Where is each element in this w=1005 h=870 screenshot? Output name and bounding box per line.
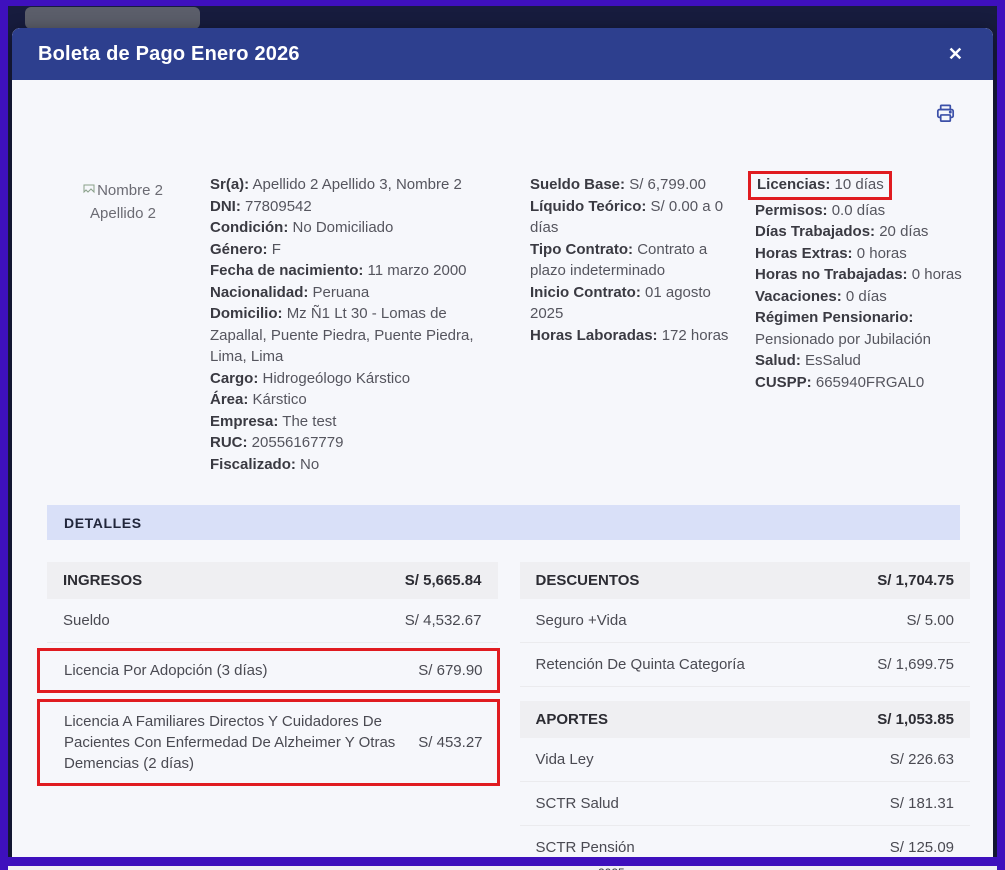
descuentos-total: S/ 1,704.75: [877, 572, 954, 589]
info-line: Condición: No Domiciliado: [210, 219, 394, 236]
table-row: SCTR Pensión S/ 125.09: [519, 826, 970, 870]
broken-image-icon: [83, 181, 95, 203]
info-line: Días Trabajados: 20 días: [755, 223, 929, 240]
window-border-top: [0, 0, 1005, 6]
right-tables-column: DESCUENTOS S/ 1,704.75 Seguro +Vida S/ 5…: [519, 562, 970, 870]
aportes-total: S/ 1,053.85: [877, 711, 954, 728]
print-icon[interactable]: [934, 102, 957, 128]
info-line: Domicilio: Mz Ñ1 Lt 30 - Lomas de Zapall…: [210, 305, 474, 365]
info-line: Tipo Contrato: Contrato a plazo indeterm…: [530, 240, 708, 280]
info-line: Horas Laboradas: 172 horas: [530, 326, 729, 344]
modal-title: Boleta de Pago Enero 2026: [38, 42, 300, 65]
payslip-modal: Boleta de Pago Enero 2026 ✕ Nombre 2 Ape…: [12, 28, 993, 870]
table-row-highlighted: Licencia A Familiares Directos Y Cuidado…: [37, 699, 500, 786]
descuentos-title: DESCUENTOS: [535, 572, 640, 589]
table-row: Vida Ley S/ 226.63: [519, 738, 970, 782]
window-border-left: [0, 0, 8, 870]
background-page-button: [25, 7, 200, 29]
info-line: Fiscalizado: No: [210, 455, 320, 473]
ingresos-title: INGRESOS: [63, 572, 143, 589]
info-line: RUC: 20556167779: [210, 434, 344, 451]
info-line: Líquido Teórico: S/ 0.00 a 0 días: [530, 197, 724, 237]
table-row: SCTR Salud S/ 181.31: [519, 782, 970, 826]
aportes-header-row: APORTES S/ 1,053.85: [519, 701, 970, 738]
contract-info-column: Sueldo Base: S/ 6,799.00 Líquido Teórico…: [530, 174, 730, 475]
table-row: Seguro +Vida S/ 5.00: [519, 599, 970, 643]
ingresos-table: INGRESOS S/ 5,665.84 Sueldo S/ 4,532.67 …: [37, 562, 500, 792]
close-icon[interactable]: ✕: [947, 44, 963, 64]
toolbar: [12, 80, 993, 128]
aportes-title: APORTES: [535, 711, 609, 728]
info-line: DNI: 77809542: [210, 197, 312, 215]
red-highlight-box: Licencias: 10 días: [748, 171, 892, 200]
background-year-text: 2025: [598, 866, 625, 870]
info-line: Salud: EsSalud: [755, 352, 861, 369]
info-line: Género: F: [210, 240, 281, 258]
info-line: Cargo: Hidrogeólogo Kárstico: [210, 369, 411, 387]
info-line: Área: Kárstico: [210, 391, 307, 408]
info-line: Empresa: The test: [210, 412, 337, 430]
modal-header: Boleta de Pago Enero 2026 ✕: [12, 28, 993, 80]
table-row: Retención De Quinta Categoría S/ 1,699.7…: [519, 643, 970, 687]
ingresos-total: S/ 5,665.84: [404, 572, 482, 589]
descuentos-table: DESCUENTOS S/ 1,704.75 Seguro +Vida S/ 5…: [519, 562, 970, 687]
background-page-sliver: 2025: [8, 866, 997, 870]
attendance-info-column: Licencias: 10 días Permisos: 0.0 días Dí…: [748, 171, 973, 475]
info-line: Vacaciones: 0 días: [755, 287, 887, 305]
photo-alt-line1: Nombre 2: [48, 180, 198, 203]
info-line: Fecha de nacimiento: 11 marzo 2000: [210, 262, 467, 279]
info-line: Nacionalidad: Peruana: [210, 283, 370, 301]
info-line: Horas no Trabajadas: 0 horas: [755, 266, 962, 283]
aportes-table: APORTES S/ 1,053.85 Vida Ley S/ 226.63 S…: [519, 701, 970, 870]
personal-info-column: Sr(a): Apellido 2 Apellido 3, Nombre 2 D…: [210, 174, 500, 475]
info-line: Sr(a): Apellido 2 Apellido 3, Nombre 2: [210, 176, 462, 193]
info-line: CUSPP: 665940FRGAL0: [755, 373, 925, 391]
window-border-bottom: [0, 857, 1005, 866]
info-line: Sueldo Base: S/ 6,799.00: [530, 176, 706, 193]
employee-info-section: Nombre 2 Apellido 2 Sr(a): Apellido 2 Ap…: [12, 128, 993, 475]
info-line-licencias-highlighted: Licencias: 10 días: [748, 171, 973, 200]
ingresos-header-row: INGRESOS S/ 5,665.84: [47, 562, 498, 599]
table-row-highlighted: Licencia Por Adopción (3 días) S/ 679.90: [37, 648, 500, 693]
info-line: Inicio Contrato: 01 agosto 2025: [530, 283, 711, 323]
details-section-header: DETALLES: [47, 505, 960, 540]
info-line: Permisos: 0.0 días: [755, 201, 886, 219]
details-tables: INGRESOS S/ 5,665.84 Sueldo S/ 4,532.67 …: [37, 562, 970, 870]
employee-photo-placeholder: Nombre 2 Apellido 2: [48, 174, 198, 475]
table-row: Sueldo S/ 4,532.67: [47, 599, 498, 643]
photo-alt-line2: Apellido 2: [90, 204, 156, 222]
descuentos-header-row: DESCUENTOS S/ 1,704.75: [519, 562, 970, 599]
info-line: Régimen Pensionario: Pensionado por Jubi…: [755, 309, 931, 348]
window-border-right: [997, 0, 1005, 870]
info-line: Horas Extras: 0 horas: [755, 244, 907, 262]
